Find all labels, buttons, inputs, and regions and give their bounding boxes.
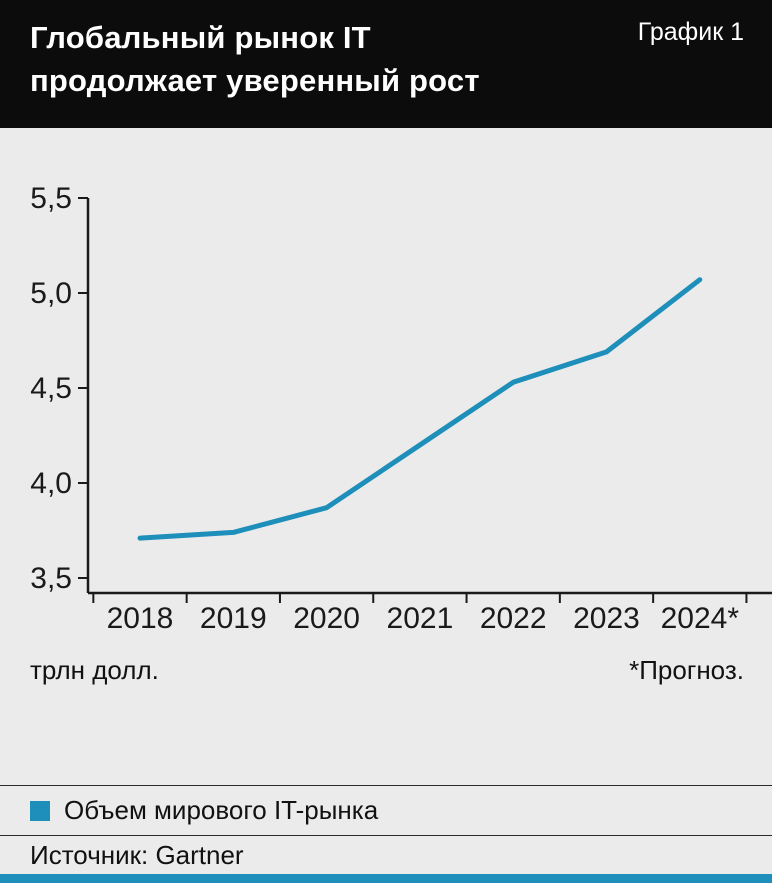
- chart-area: 3,5 4,0 4,5 5,0 5,5 2018 2019 2020 2021 2022 2023 2…: [0, 128, 772, 648]
- source-label: Источник: Gartner: [30, 839, 244, 870]
- svg-text:2021: 2021: [387, 602, 454, 635]
- svg-text:4,5: 4,5: [30, 372, 72, 405]
- bottom-accent-bar: [0, 874, 772, 883]
- svg-text:2022: 2022: [480, 602, 547, 635]
- source-row: Источник: Gartner: [0, 836, 772, 874]
- svg-text:2018: 2018: [107, 602, 174, 635]
- svg-text:5,5: 5,5: [30, 182, 72, 215]
- legend-top-divider: [0, 785, 772, 786]
- spacer: [0, 692, 772, 785]
- legend: Объем мирового IT-рынка: [0, 786, 772, 835]
- svg-text:3,5: 3,5: [30, 562, 72, 595]
- unit-label: трлн долл.: [30, 654, 159, 685]
- page-title-line2: продолжает уверенный рост: [30, 63, 480, 98]
- header: Глобальный рынок IT продолжает уверенный…: [0, 0, 772, 128]
- svg-text:2019: 2019: [200, 602, 267, 635]
- legend-label: Объем мирового IT-рынка: [64, 795, 379, 825]
- line-chart-svg: 3,5 4,0 4,5 5,0 5,5 2018 2019 2020 2021 2022 2023 2…: [30, 182, 772, 635]
- axis-caption-row: трлн долл. *Прогноз.: [0, 648, 772, 692]
- svg-text:4,0: 4,0: [30, 467, 72, 500]
- svg-text:5,0: 5,0: [30, 277, 72, 310]
- chart-number-label: График 1: [637, 18, 744, 46]
- svg-text:2023: 2023: [573, 602, 640, 635]
- footnote-label: *Прогноз.: [629, 654, 744, 685]
- svg-text:2024*: 2024*: [661, 602, 740, 635]
- legend-swatch: [30, 800, 50, 821]
- page-title-line1: Глобальный рынок IT: [30, 20, 371, 55]
- legend-bottom-divider: [0, 835, 772, 836]
- svg-text:2020: 2020: [293, 602, 360, 635]
